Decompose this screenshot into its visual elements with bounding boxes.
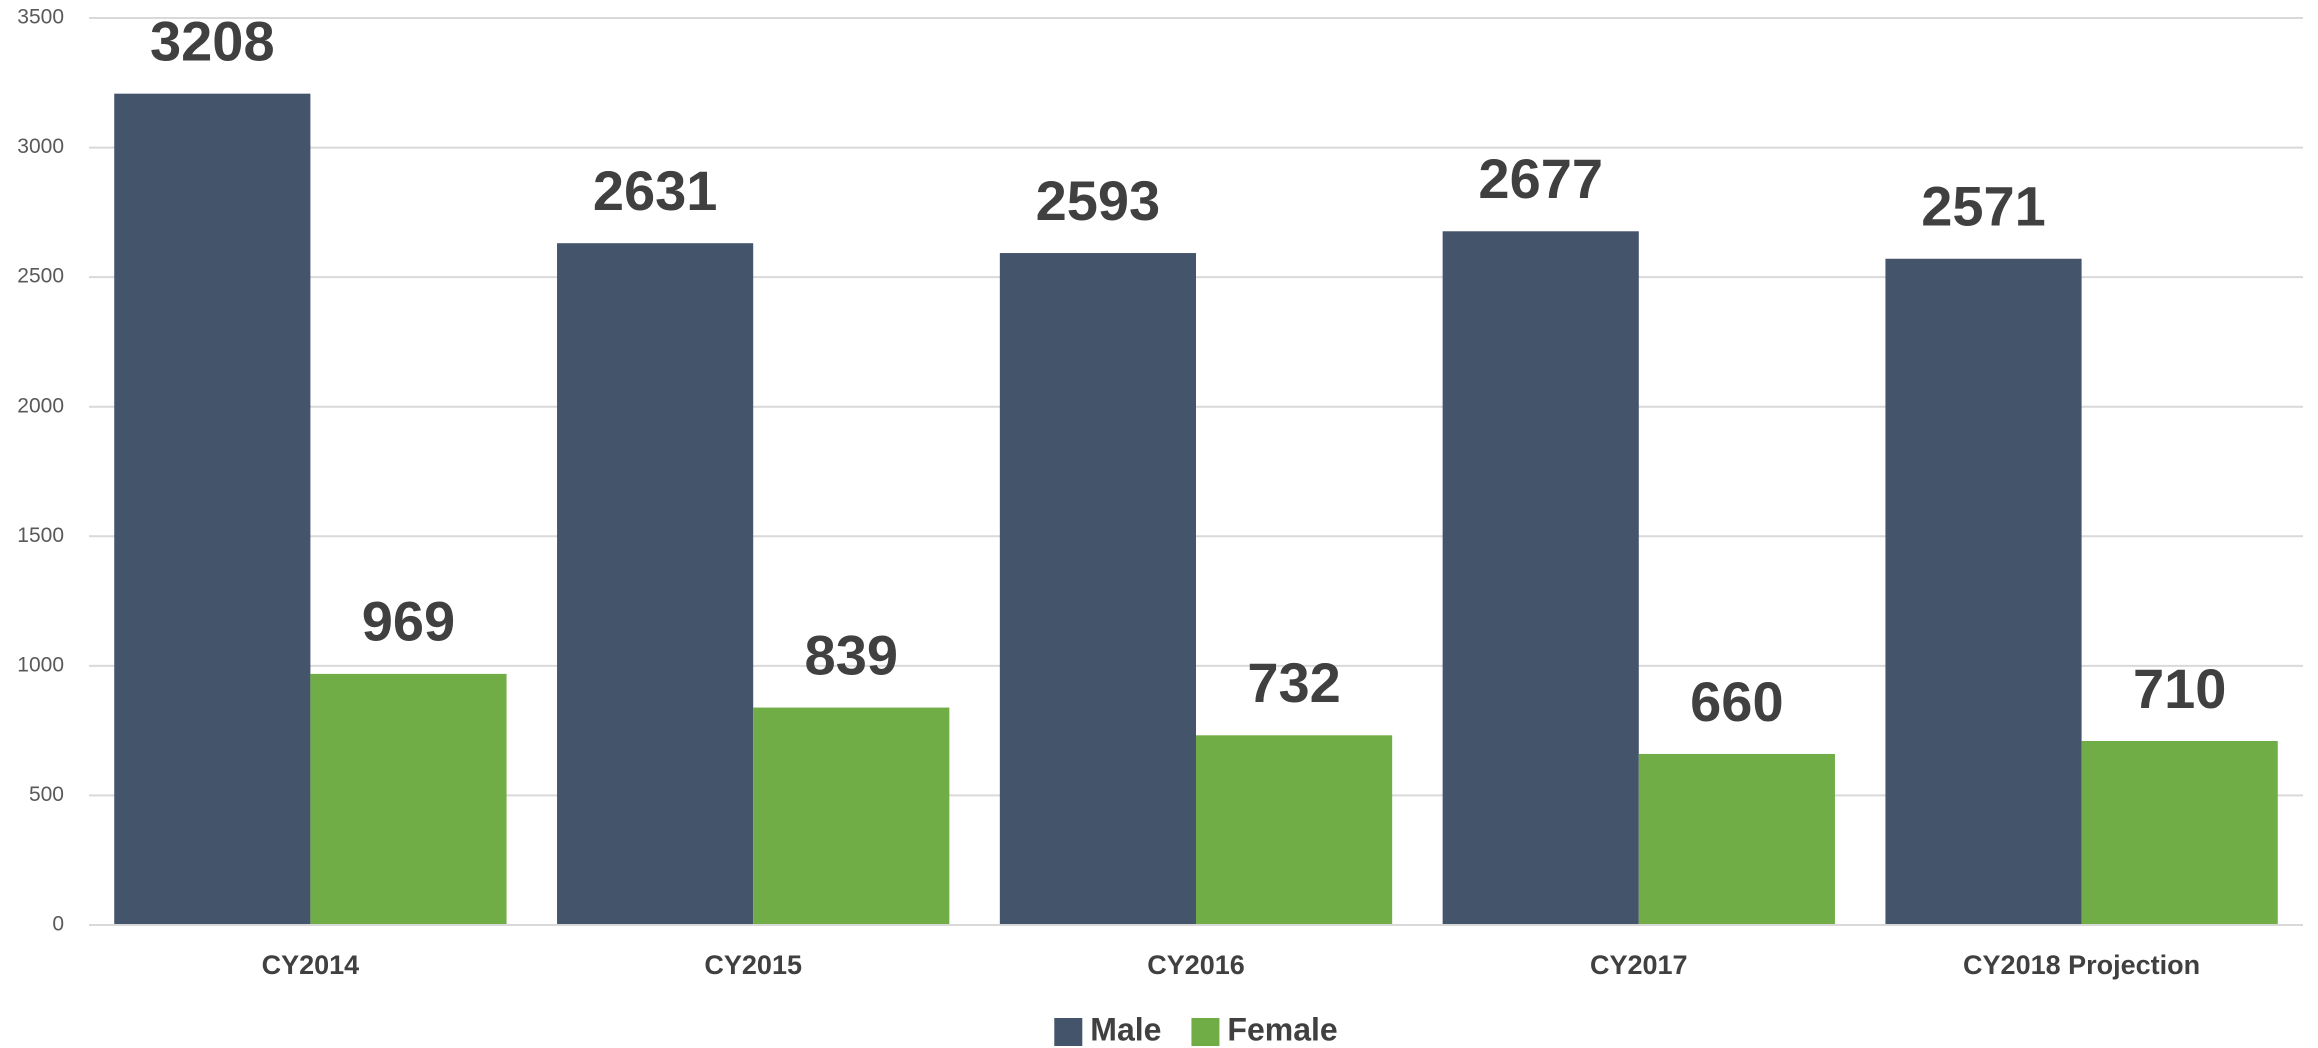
y-tick-label: 3500 bbox=[17, 6, 64, 29]
legend-swatch bbox=[1191, 1018, 1220, 1046]
x-tick-label: CY2014 bbox=[262, 950, 360, 980]
x-tick-label: CY2015 bbox=[704, 950, 802, 980]
data-label: 710 bbox=[2133, 657, 2226, 720]
bar bbox=[557, 243, 754, 926]
bar bbox=[2081, 741, 2278, 925]
bar bbox=[310, 673, 507, 925]
data-label: 2571 bbox=[1921, 175, 2046, 238]
bar bbox=[114, 93, 311, 925]
y-tick-label: 0 bbox=[52, 913, 64, 936]
legend-label: Female bbox=[1227, 1011, 1337, 1047]
y-tick-label: 2000 bbox=[17, 394, 64, 417]
bar bbox=[999, 253, 1196, 925]
data-label: 839 bbox=[805, 623, 898, 686]
x-tick-label: CY2016 bbox=[1147, 950, 1245, 980]
data-label: 2593 bbox=[1036, 169, 1161, 232]
data-label: 3208 bbox=[150, 9, 275, 72]
y-tick-label: 1000 bbox=[17, 653, 64, 676]
bar bbox=[1885, 258, 2082, 925]
legend-swatch bbox=[1054, 1018, 1083, 1046]
data-label: 969 bbox=[362, 590, 455, 653]
bar bbox=[1196, 735, 1393, 925]
bar bbox=[1442, 231, 1639, 926]
y-tick-label: 2500 bbox=[17, 265, 64, 288]
legend-label: Male bbox=[1090, 1011, 1161, 1047]
x-tick-label: CY2018 Projection bbox=[1963, 950, 2200, 980]
x-tick-label: CY2017 bbox=[1590, 950, 1688, 980]
y-tick-label: 500 bbox=[29, 783, 64, 806]
data-label: 2631 bbox=[593, 159, 718, 222]
y-tick-label: 3000 bbox=[17, 135, 64, 158]
data-label: 660 bbox=[1690, 670, 1783, 733]
data-label: 2677 bbox=[1478, 147, 1603, 210]
bar bbox=[753, 707, 950, 925]
y-tick-label: 1500 bbox=[17, 524, 64, 547]
data-label: 732 bbox=[1247, 651, 1340, 714]
bar bbox=[1638, 753, 1835, 925]
